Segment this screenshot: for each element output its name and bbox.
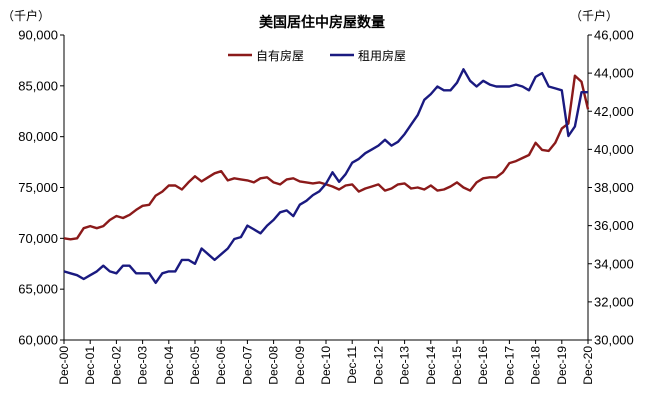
left-tick-label: 70,000: [18, 231, 58, 246]
left-tick-label: 80,000: [18, 129, 58, 144]
right-tick-label: 42,000: [594, 104, 634, 119]
x-tick-label: Dec-17: [502, 346, 516, 385]
x-tick-label: Dec-08: [267, 346, 281, 385]
x-tick-label: Dec-12: [371, 346, 385, 385]
legend-rented-label: 租用房屋: [358, 48, 406, 63]
right-tick-label: 34,000: [594, 256, 634, 271]
x-tick-label: Dec-09: [293, 346, 307, 385]
left-axis-unit: （千户）: [2, 8, 50, 23]
right-tick-label: 36,000: [594, 218, 634, 233]
x-tick-label: Dec-06: [214, 346, 228, 385]
series-line-owned: [63, 74, 590, 241]
right-tick-label: 44,000: [594, 66, 634, 81]
series-layer: [63, 68, 590, 284]
x-axis-ticks: Dec-00 Dec-01 Dec-02 Dec-03 Dec-04 Dec-05 Dec-…: [57, 340, 595, 385]
right-tick-label: 30,000: [594, 333, 634, 348]
x-tick-label: Dec-11: [345, 346, 359, 384]
right-tick-label: 38,000: [594, 180, 634, 195]
left-tick-label: 60,000: [18, 333, 58, 348]
legend-owned-label: 自有房屋: [256, 48, 304, 63]
left-tick-label: 90,000: [18, 28, 58, 43]
x-tick-label: Dec-15: [450, 346, 464, 385]
x-tick-label: Dec-00: [57, 346, 71, 385]
x-tick-label: Dec-20: [581, 346, 595, 385]
right-axis-ticks: 30,000 32,000 34,000 36,000 38,000 40,000 42,0…: [588, 28, 634, 348]
left-tick-label: 85,000: [18, 78, 58, 93]
right-tick-label: 40,000: [594, 142, 634, 157]
x-tick-label: Dec-18: [529, 346, 543, 385]
chart-title: 美国居住中房屋数量: [259, 14, 385, 31]
x-tick-label: Dec-10: [319, 346, 333, 385]
legend: 自有房屋 租用房屋: [228, 48, 406, 63]
x-tick-label: Dec-19: [555, 346, 569, 385]
x-tick-label: Dec-03: [136, 346, 150, 385]
left-tick-label: 65,000: [18, 282, 58, 297]
right-tick-label: 46,000: [594, 28, 634, 43]
right-axis-unit: （千户）: [570, 8, 618, 23]
left-axis-ticks: 60,000 65,000 70,000 75,000 80,000 85,000 90,0…: [18, 28, 64, 348]
right-tick-label: 32,000: [594, 294, 634, 309]
x-tick-label: Dec-02: [109, 346, 123, 385]
x-tick-label: Dec-07: [240, 346, 254, 385]
x-tick-label: Dec-13: [398, 346, 412, 385]
series-line-rented: [63, 68, 588, 284]
x-tick-label: Dec-05: [188, 346, 202, 385]
x-tick-label: Dec-04: [162, 346, 176, 385]
x-tick-label: Dec-16: [476, 346, 490, 385]
left-tick-label: 75,000: [18, 180, 58, 195]
x-tick-label: Dec-14: [424, 346, 438, 385]
x-tick-label: Dec-01: [83, 346, 97, 385]
